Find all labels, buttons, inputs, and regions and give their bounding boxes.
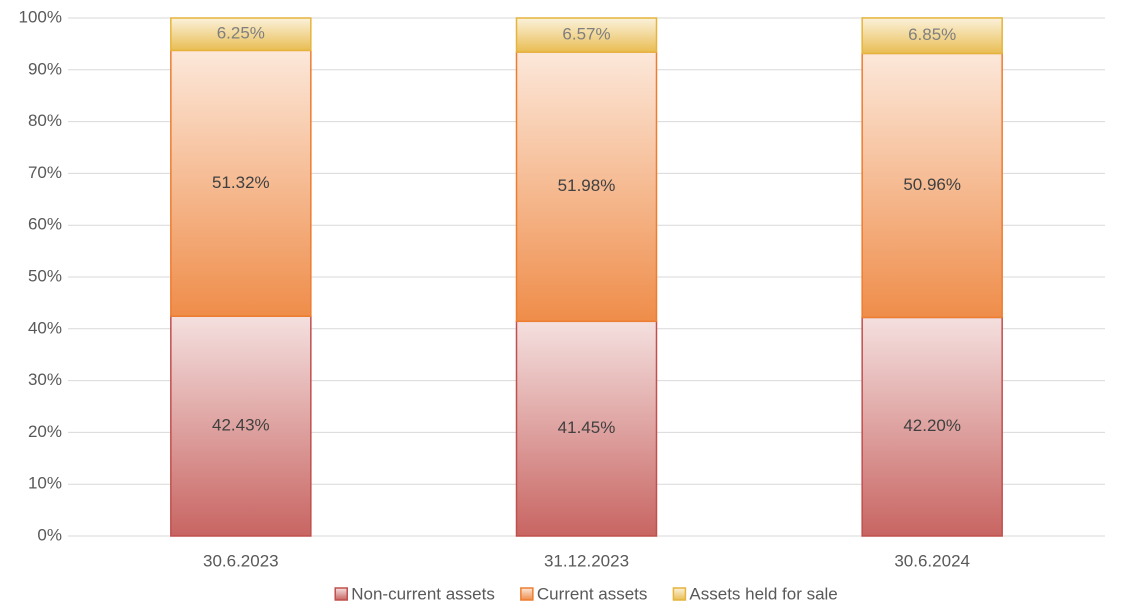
y-tick-label: 20% (28, 422, 62, 441)
y-tick-label: 70% (28, 163, 62, 182)
y-tick-label: 90% (28, 59, 62, 78)
data-label: 50.96% (903, 175, 961, 194)
bar-segment (515, 51, 658, 323)
legend-label: Current assets (537, 584, 648, 603)
data-label: 6.25% (217, 24, 265, 43)
bar-segment (515, 320, 658, 537)
legend-marker (520, 587, 534, 601)
data-label: 6.57% (562, 25, 610, 44)
data-label: 42.20% (903, 416, 961, 435)
y-tick-label: 80% (28, 111, 62, 130)
legend-label: Assets held for sale (689, 584, 837, 603)
bar-segment (861, 17, 1003, 55)
data-label: 6.85% (908, 25, 956, 44)
data-label: 42.43% (212, 416, 270, 435)
bar-segment (170, 17, 312, 52)
y-tick-label: 60% (28, 215, 62, 234)
bar-segment (861, 52, 1003, 319)
bar-segment (170, 49, 312, 317)
legend-label: Non-current assets (351, 584, 495, 603)
bar-segment (170, 315, 312, 537)
y-tick-label: 50% (28, 266, 62, 285)
bar-segment (515, 17, 658, 53)
y-tick-label: 30% (28, 370, 62, 389)
y-tick-label: 0% (37, 525, 62, 544)
x-tick-label: 31.12.2023 (544, 551, 629, 570)
legend-marker (334, 587, 348, 601)
legend-marker (672, 587, 687, 601)
x-tick-label: 30.6.2023 (203, 551, 279, 570)
data-label: 41.45% (558, 418, 616, 437)
bar-segment (861, 316, 1003, 537)
data-label: 51.98% (558, 176, 616, 195)
y-tick-label: 10% (28, 474, 62, 493)
y-tick-label: 100% (19, 7, 62, 26)
y-tick-label: 40% (28, 318, 62, 337)
x-tick-label: 30.6.2024 (894, 551, 970, 570)
data-label: 51.32% (212, 173, 270, 192)
